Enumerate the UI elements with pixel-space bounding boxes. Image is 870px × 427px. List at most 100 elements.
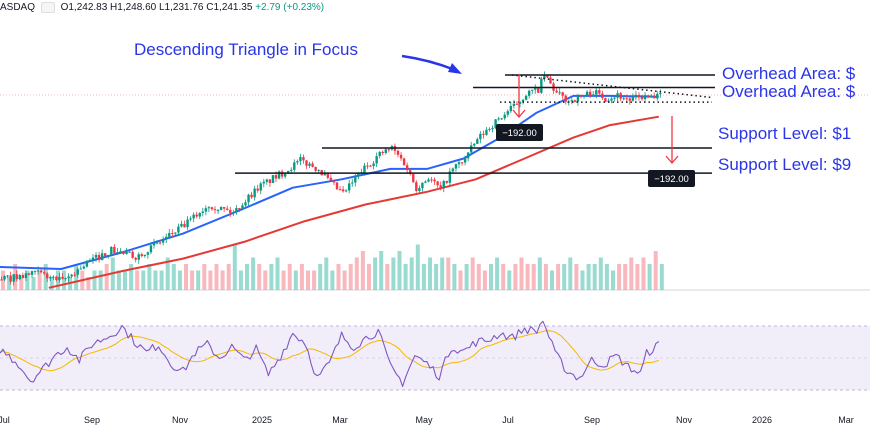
candle-body	[463, 158, 467, 163]
volume-bar	[49, 277, 54, 290]
triangle-upper-line	[511, 74, 713, 99]
candle-body	[213, 209, 217, 211]
candle-body	[598, 90, 601, 94]
candle-body	[646, 95, 650, 97]
candle-body	[494, 119, 497, 128]
candle-body	[128, 251, 131, 253]
candle-body	[308, 163, 311, 166]
candle-body	[375, 156, 378, 164]
candle-body	[592, 94, 595, 97]
volume-bar	[275, 257, 280, 290]
candle-body	[161, 239, 165, 243]
candle-body	[338, 189, 342, 191]
volume-bar	[74, 264, 79, 290]
volume-bar	[659, 264, 664, 290]
candle-body	[564, 95, 567, 102]
candle-body	[283, 173, 287, 177]
rsi-line	[0, 320, 660, 388]
volume-bar	[489, 264, 493, 290]
candle-body	[256, 188, 259, 191]
rsi-ma-line	[0, 330, 659, 372]
volume-bar	[214, 264, 219, 290]
candle-body	[119, 251, 122, 253]
volume-bars	[1, 244, 664, 290]
volume-bar	[293, 270, 298, 290]
candle-body	[79, 268, 82, 270]
candle-body	[628, 98, 631, 101]
candle-body	[405, 165, 409, 171]
candle-body	[140, 254, 143, 257]
volume-bar	[86, 277, 91, 290]
candle-body	[588, 91, 592, 97]
volume-bar	[367, 264, 371, 290]
candle-body	[436, 181, 439, 186]
candle-body	[500, 118, 503, 120]
candle-body	[311, 163, 314, 167]
candle-body	[146, 252, 150, 255]
candle-body	[116, 252, 119, 254]
ohlc-values: O1,242.83 H1,248.60 L1,231.76 C1,241.35	[60, 2, 253, 14]
volume-bar	[147, 264, 152, 290]
volume-bar	[245, 264, 249, 290]
volume-bar	[647, 264, 652, 290]
candle-body	[595, 90, 598, 95]
volume-bar	[507, 270, 512, 290]
candle-body	[82, 266, 86, 269]
volume-bar	[580, 270, 585, 290]
volume-bar	[421, 264, 426, 290]
volume-bar	[519, 257, 524, 290]
volume-bar	[98, 270, 103, 290]
candle-body	[521, 99, 525, 102]
candle-body	[70, 274, 73, 277]
support-level-1-label: Support Level: $1	[718, 124, 851, 143]
candle-body	[476, 139, 479, 144]
volume-bar	[379, 251, 384, 290]
candle-body	[573, 100, 577, 102]
volume-bar	[202, 264, 207, 290]
candle-body	[479, 133, 482, 140]
x-tick-label: 2026	[752, 415, 772, 425]
candle-body	[299, 157, 302, 162]
candle-body	[348, 183, 351, 191]
volume-bar	[635, 264, 640, 290]
candle-body	[85, 261, 89, 267]
candle-body	[582, 95, 586, 97]
candle-body	[473, 143, 476, 146]
candle-body	[235, 208, 238, 213]
volume-bar	[360, 251, 365, 290]
candle-body	[9, 275, 12, 282]
volume-bar	[434, 264, 439, 290]
candle-body	[421, 182, 424, 189]
candle-body	[616, 93, 619, 98]
candle-body	[27, 273, 31, 275]
candle-body	[104, 253, 107, 257]
candle-body	[210, 207, 214, 210]
candle-body	[399, 154, 403, 159]
candle-body	[509, 105, 513, 112]
candle-body	[518, 101, 522, 104]
candle-body	[250, 194, 253, 198]
volume-bar	[251, 257, 256, 290]
volume-bar	[574, 264, 579, 290]
volume-bar	[153, 270, 158, 290]
ma-short-line	[0, 94, 659, 270]
candle-body	[143, 254, 147, 257]
candle-body	[430, 179, 433, 181]
candle-body	[204, 208, 208, 212]
volume-bar	[611, 270, 615, 290]
candle-body	[558, 92, 561, 94]
volume-bar	[586, 264, 591, 290]
volume-bar	[476, 264, 481, 290]
candle-body	[570, 100, 574, 102]
ohlc-header: ASDAQ O1,242.83 H1,248.60 L1,231.76 C1,2…	[0, 2, 324, 13]
candle-body	[649, 96, 653, 98]
volume-bar	[623, 264, 628, 290]
candle-body	[149, 245, 153, 253]
candle-body	[576, 95, 580, 102]
candle-body	[585, 91, 589, 96]
support-level-2-label: Support Level: $9	[718, 155, 851, 174]
candle-body	[460, 162, 464, 164]
volume-bar	[25, 270, 30, 290]
rsi-indicator	[0, 320, 660, 388]
